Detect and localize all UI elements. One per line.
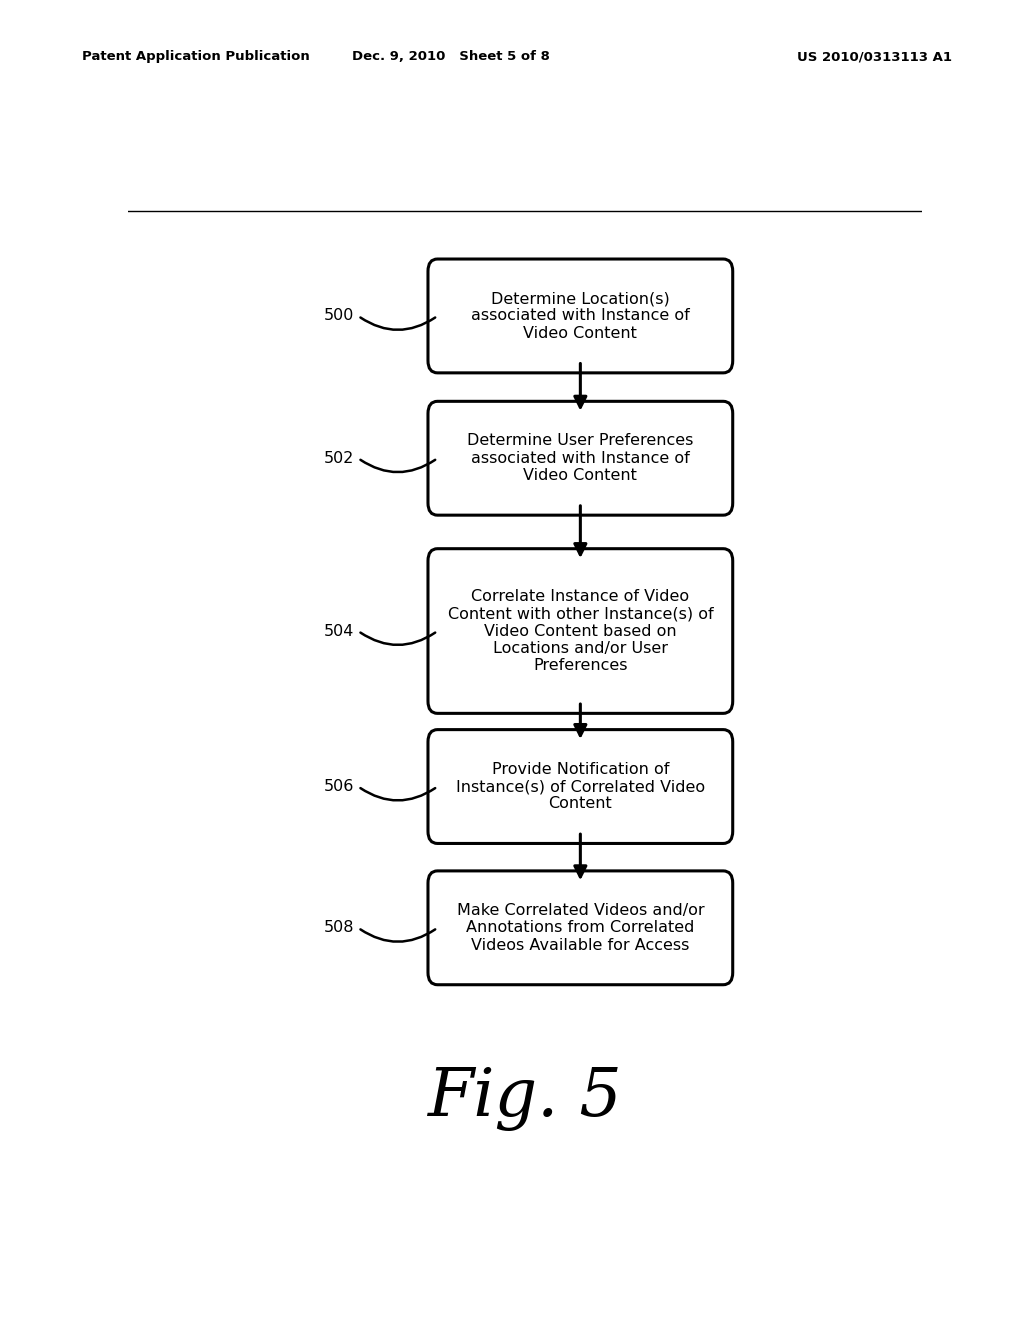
FancyBboxPatch shape <box>428 549 733 713</box>
Text: Make Correlated Videos and/or
Annotations from Correlated
Videos Available for A: Make Correlated Videos and/or Annotation… <box>457 903 705 953</box>
Text: Patent Application Publication: Patent Application Publication <box>82 50 309 63</box>
Text: Correlate Instance of Video
Content with other Instance(s) of
Video Content base: Correlate Instance of Video Content with… <box>447 589 713 673</box>
Text: 506: 506 <box>324 779 354 795</box>
FancyBboxPatch shape <box>428 871 733 985</box>
Text: Provide Notification of
Instance(s) of Correlated Video
Content: Provide Notification of Instance(s) of C… <box>456 762 705 812</box>
FancyBboxPatch shape <box>428 259 733 372</box>
Text: US 2010/0313113 A1: US 2010/0313113 A1 <box>798 50 952 63</box>
FancyBboxPatch shape <box>428 730 733 843</box>
Text: 504: 504 <box>324 623 354 639</box>
Text: 500: 500 <box>324 309 354 323</box>
Text: Fig. 5: Fig. 5 <box>427 1067 623 1131</box>
Text: 508: 508 <box>324 920 354 936</box>
FancyBboxPatch shape <box>428 401 733 515</box>
Text: Determine Location(s)
associated with Instance of
Video Content: Determine Location(s) associated with In… <box>471 290 690 341</box>
Text: 502: 502 <box>324 450 354 466</box>
Text: Determine User Preferences
associated with Instance of
Video Content: Determine User Preferences associated wi… <box>467 433 693 483</box>
Text: Dec. 9, 2010   Sheet 5 of 8: Dec. 9, 2010 Sheet 5 of 8 <box>351 50 550 63</box>
